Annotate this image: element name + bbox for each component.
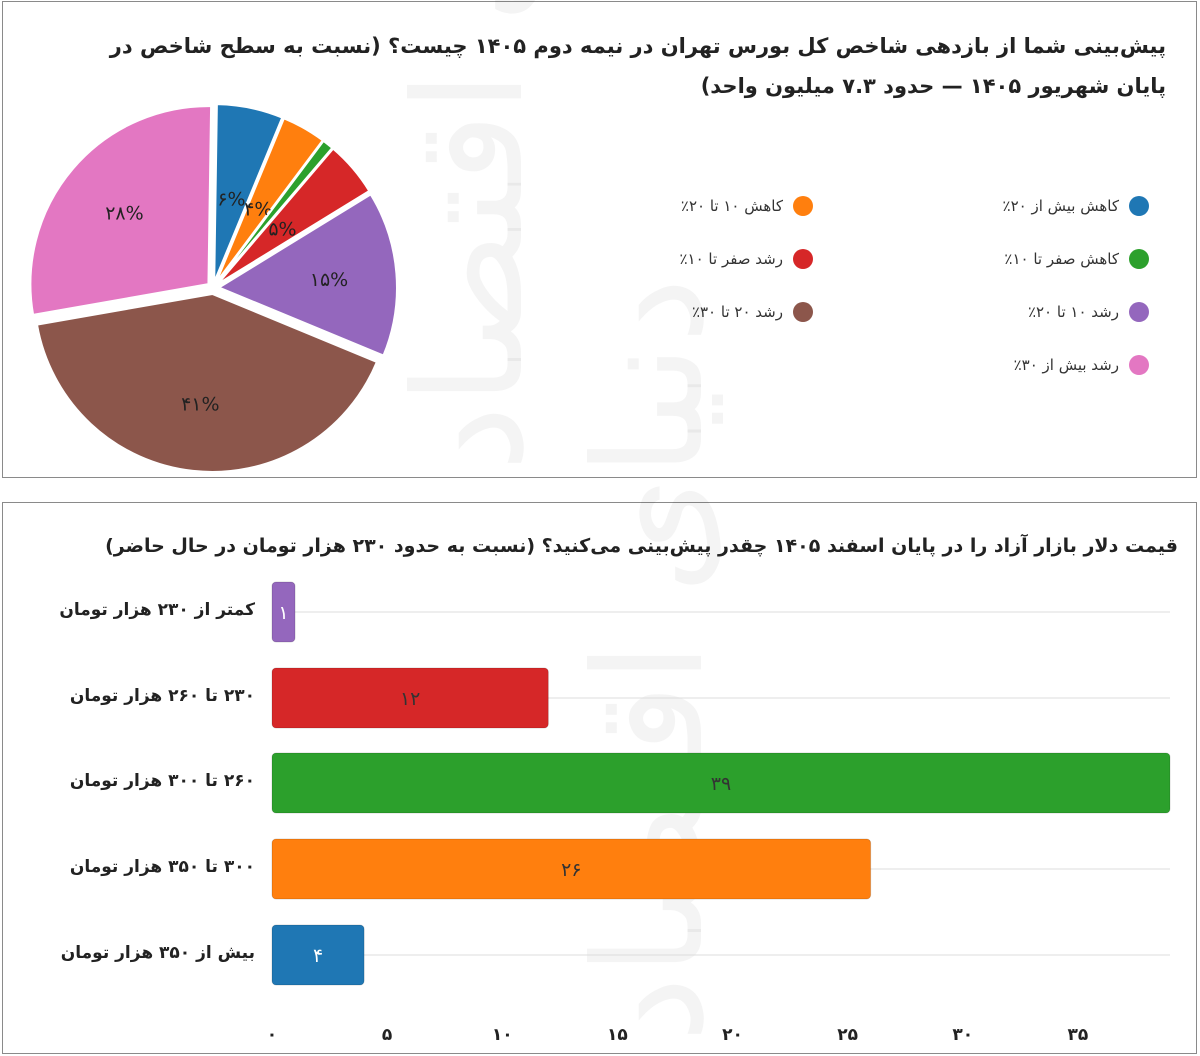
pie-slice-label: ۲۸%	[105, 202, 143, 224]
pie-slice	[216, 147, 371, 285]
legend-item: کاهش صفر تا ۱۰٪	[1004, 249, 1149, 269]
x-tick-label: ۲۰	[722, 1025, 743, 1045]
x-tick-label: ۰	[266, 1025, 278, 1045]
bar	[271, 924, 365, 986]
bar	[271, 667, 549, 729]
bar-value-label: ۳۹	[711, 773, 731, 795]
legend-swatch	[793, 196, 813, 216]
x-tick-label: ۲۵	[837, 1025, 859, 1045]
legend-label: کاهش بیش از ۲۰٪	[1002, 197, 1119, 215]
legend-label: رشد بیش از ۳۰٪	[1013, 356, 1119, 374]
legend-swatch	[1129, 355, 1149, 375]
category-label: ۲۶۰ تا ۳۰۰ هزار تومان	[69, 771, 255, 791]
legend-swatch	[793, 302, 813, 322]
legend-label: رشد ۱۰ تا ۲۰٪	[1027, 303, 1119, 321]
category-label: ۲۳۰ تا ۲۶۰ هزار تومان	[69, 686, 255, 706]
bar	[271, 838, 872, 900]
legend-label: کاهش ۱۰ تا ۲۰٪	[680, 197, 783, 215]
legend-item: رشد بیش از ۳۰٪	[1014, 355, 1149, 375]
legend-swatch	[1129, 249, 1149, 269]
legend-item: کاهش ۱۰ تا ۲۰٪	[681, 196, 813, 216]
legend-item: رشد صفر تا ۱۰٪	[679, 249, 813, 269]
pie-slice-label: ۴%	[244, 199, 272, 221]
bar-value-label: ۱	[278, 602, 288, 624]
bar	[271, 752, 1171, 814]
legend-swatch	[1129, 302, 1149, 322]
category-label: کمتر از ۲۳۰ هزار تومان	[59, 600, 255, 620]
legend-swatch	[1129, 196, 1149, 216]
pie-slice	[215, 139, 334, 284]
legend-label: رشد ۲۰ تا ۳۰٪	[691, 303, 783, 321]
legend-item: رشد ۱۰ تا ۲۰٪	[1028, 302, 1149, 322]
pie-slice-label: ۱۵%	[310, 269, 348, 291]
bar-chart-panel: دنیای اقتصاد قیمت دلار بازار آزاد را در …	[2, 277, 1197, 1054]
category-label: ۳۰۰ تا ۳۵۰ هزار تومان	[69, 857, 255, 877]
pie-slice	[35, 292, 379, 473]
bar-value-label: ۲۶	[561, 859, 581, 881]
x-tick-label: ۱۰	[491, 1025, 513, 1045]
legend-label: رشد صفر تا ۱۰٪	[679, 250, 783, 268]
legend-item: رشد ۲۰ تا ۳۰٪	[692, 302, 813, 322]
pie-slice	[213, 103, 284, 283]
bar	[271, 581, 296, 643]
pie-chart: ۶%۴%۵% ۱۵% ۴۱% ۲۸%	[29, 103, 398, 473]
x-tick-label: ۵	[381, 1025, 393, 1045]
legend-label: کاهش صفر تا ۱۰٪	[1004, 250, 1119, 268]
pie-slice	[216, 193, 398, 357]
bar-chart: ۱ ۱۲ ۳۹ ۲۶ ۴	[271, 581, 1171, 986]
pie-slice-label: ۶%	[217, 188, 245, 210]
bar-value-label: ۱۲	[400, 688, 420, 710]
legend-swatch	[793, 249, 813, 269]
x-tick-label: ۱۵	[606, 1025, 628, 1045]
pie-slice-label: ۵%	[268, 219, 296, 241]
pie-chart-title: پیش‌بینی شما از بازدهی شاخص کل بورس تهرا…	[109, 34, 1166, 98]
bar-chart-title: قیمت دلار بازار آزاد را در پایان اسفند ۱…	[105, 535, 1178, 557]
pie-chart-panel: دنیای اقتصاد پیش‌بینی شما از بازدهی شاخص…	[2, 0, 1197, 478]
category-label: بیش از ۳۵۰ هزار تومان	[60, 943, 255, 963]
bar-value-label: ۴	[313, 945, 323, 967]
pie-slice	[29, 105, 213, 316]
x-tick-label: ۳۵	[1067, 1025, 1089, 1045]
legend-item: کاهش بیش از ۲۰٪	[1003, 196, 1149, 216]
x-tick-label: ۳۰	[952, 1025, 974, 1045]
pie-slice-label: ۴۱%	[181, 394, 219, 416]
